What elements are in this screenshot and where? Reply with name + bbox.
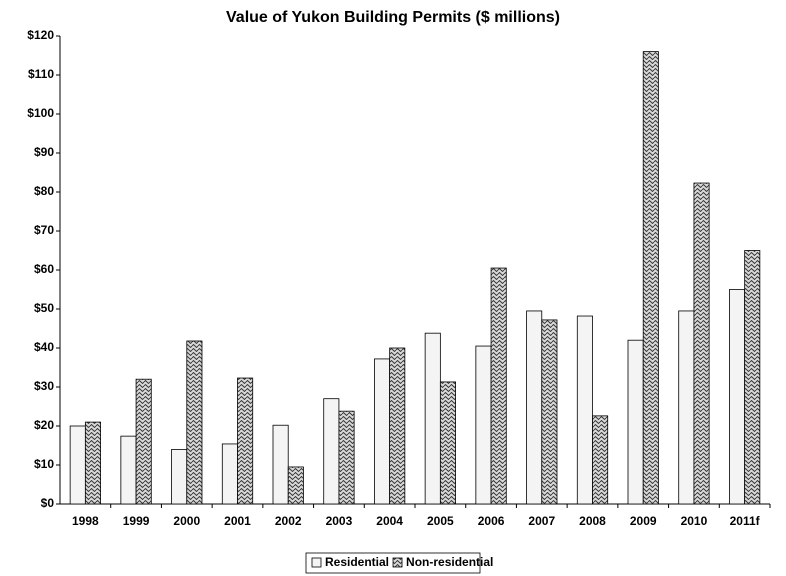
x-tick-label: 2010 [681, 514, 708, 528]
bar [576, 315, 593, 505]
x-tick-label: 1999 [123, 514, 150, 528]
bar [642, 51, 659, 505]
y-tick-label: $10 [34, 457, 54, 471]
bar [374, 358, 391, 505]
bar [693, 182, 710, 505]
x-tick-label: 2001 [224, 514, 251, 528]
x-tick-label: 2005 [427, 514, 454, 528]
bar [439, 381, 456, 505]
bar [338, 410, 355, 505]
y-tick-label: $120 [27, 28, 54, 42]
x-tick-label: 2000 [173, 514, 200, 528]
x-tick-label: 2007 [528, 514, 555, 528]
bar [526, 310, 543, 505]
x-tick-label: 1998 [72, 514, 99, 528]
legend-swatch [311, 557, 322, 568]
y-tick-label: $0 [41, 496, 55, 510]
bar [186, 340, 203, 505]
bar [541, 319, 558, 505]
bar [237, 377, 254, 505]
y-tick-label: $110 [28, 67, 54, 81]
bar [424, 332, 441, 505]
y-tick-label: $60 [34, 262, 54, 276]
bar [272, 424, 289, 505]
x-tick-label: 2003 [326, 514, 353, 528]
legend-label: Residential [325, 555, 389, 569]
x-tick-label: 2006 [478, 514, 505, 528]
bar [171, 448, 188, 505]
y-tick-label: $90 [34, 145, 54, 159]
bar [744, 250, 761, 505]
y-tick-label: $30 [34, 379, 54, 393]
y-tick-label: $20 [34, 418, 54, 432]
bar [490, 267, 507, 505]
bar [729, 289, 746, 505]
bar [475, 345, 492, 505]
legend-swatch [392, 557, 403, 568]
x-tick-label: 2008 [579, 514, 606, 528]
y-tick-label: $100 [27, 106, 54, 120]
bar [69, 425, 86, 505]
x-tick-label: 2011f [730, 514, 761, 528]
bar [389, 347, 406, 505]
chart-title: Value of Yukon Building Permits ($ milli… [226, 9, 560, 26]
x-tick-label: 2009 [630, 514, 657, 528]
bar [84, 421, 101, 505]
bar [120, 435, 137, 505]
bar [678, 310, 695, 505]
x-tick-label: 2002 [275, 514, 302, 528]
bar [221, 443, 238, 505]
y-tick-label: $70 [34, 223, 54, 237]
y-tick-label: $80 [34, 184, 54, 198]
bar [323, 398, 340, 505]
y-tick-label: $40 [34, 340, 54, 354]
legend-label: Non-residential [406, 555, 493, 569]
y-tick-label: $50 [34, 301, 54, 315]
bar [135, 378, 152, 505]
bar [287, 466, 304, 505]
x-tick-label: 2004 [376, 514, 403, 528]
bar [627, 339, 644, 505]
bar [592, 415, 609, 505]
